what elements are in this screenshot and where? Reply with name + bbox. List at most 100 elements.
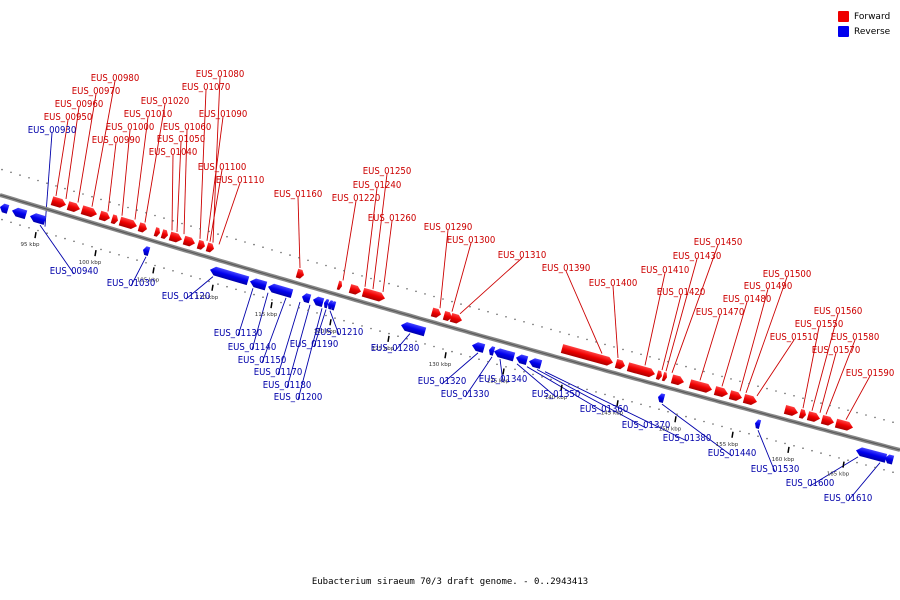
scale-dot	[892, 471, 894, 474]
scale-dot	[415, 290, 417, 293]
scale-dot	[154, 214, 156, 217]
leader-line	[237, 288, 254, 337]
scale-dot	[874, 416, 876, 419]
leader-line	[372, 173, 388, 290]
scale-dot	[757, 435, 759, 438]
gene-shape	[331, 301, 337, 311]
kbp-tick-mark	[94, 249, 97, 257]
scale-dot	[397, 335, 399, 338]
leader-line	[671, 244, 719, 373]
legend: Forward Reverse	[838, 9, 890, 39]
leader-line	[364, 187, 378, 287]
scale-dot	[640, 403, 642, 406]
reverse-gene-arrow	[313, 296, 325, 308]
scale-dot	[199, 228, 201, 230]
scale-dot	[865, 414, 867, 416]
gene-label: EUS_01070	[182, 82, 231, 93]
scale-dot	[622, 398, 624, 401]
kbp-tick-mark	[674, 416, 677, 423]
kbp-tick-label: 95 kbp	[21, 242, 40, 248]
reverse-gene-arrow	[494, 348, 516, 362]
gene-label: EUS_01210	[315, 327, 364, 338]
scale-dot	[208, 280, 210, 283]
gene-label: EUS_01590	[846, 368, 895, 379]
forward-gene-arrow	[713, 386, 728, 398]
legend-reverse: Reverse	[838, 24, 890, 39]
forward-gene-arrow	[336, 280, 342, 291]
scale-dot	[505, 366, 507, 368]
gene-label: EUS_01470	[696, 307, 745, 318]
leader-line	[44, 132, 53, 227]
forward-gene-arrow	[670, 374, 685, 386]
leader-line	[313, 309, 327, 348]
scale-dot	[109, 201, 111, 203]
scale-dot	[532, 323, 534, 326]
scale-dot	[784, 392, 786, 395]
leader-line	[644, 272, 666, 366]
gene-label: EUS_01250	[363, 166, 412, 177]
scale-dot	[883, 419, 885, 421]
scale-dot	[739, 430, 741, 433]
scale-dot	[721, 375, 723, 378]
leader-line	[55, 119, 69, 196]
gene-label: EUS_01290	[424, 222, 473, 233]
reverse-swatch	[838, 26, 849, 37]
genome-backbone	[0, 193, 900, 452]
scale-dot	[217, 233, 219, 235]
scale-dot	[163, 217, 165, 219]
scale-dot	[820, 452, 822, 454]
reverse-gene-arrow	[302, 293, 312, 304]
leader-line	[544, 371, 688, 442]
forward-gene-arrow	[160, 229, 168, 239]
gene-label: EUS_01360	[580, 404, 629, 415]
gene-shape	[489, 346, 496, 356]
leader-line	[297, 196, 301, 269]
leader-line	[665, 258, 698, 372]
kbp-tick-mark	[502, 368, 505, 375]
gene-shape	[798, 409, 807, 419]
scale-dot	[550, 328, 552, 331]
leader-line	[261, 297, 287, 364]
scale-dot	[280, 251, 282, 254]
scale-dot	[136, 259, 138, 261]
forward-gene-arrow	[196, 239, 206, 250]
leader-line	[745, 276, 788, 394]
scale-dot	[568, 333, 570, 336]
scale-dot	[676, 413, 678, 416]
scale-dot	[604, 393, 606, 396]
scale-dot	[892, 421, 894, 424]
forward-gene-arrow	[688, 379, 712, 393]
reverse-gene-arrow	[250, 278, 268, 291]
forward-gene-arrow	[295, 268, 305, 279]
scale-dot	[757, 385, 759, 388]
leader-line	[39, 224, 75, 275]
reverse-gene-arrow	[755, 419, 762, 429]
forward-gene-arrow	[205, 242, 215, 253]
scale-dot	[487, 360, 489, 363]
leader-line	[845, 375, 871, 420]
leader-line	[183, 129, 188, 235]
scale-dot	[613, 396, 615, 398]
scale-dot	[838, 457, 840, 459]
leader-line	[499, 359, 504, 383]
scale-dot	[244, 241, 246, 243]
scale-dot	[361, 275, 363, 277]
scale-dot	[82, 243, 84, 245]
scale-dot	[307, 259, 309, 262]
gene-shape	[98, 210, 110, 222]
forward-gene-arrow	[66, 201, 81, 212]
gene-label: EUS_01220	[332, 193, 381, 204]
scale-dot	[694, 368, 696, 370]
scale-dot	[856, 461, 858, 464]
label-leader-lines	[39, 76, 881, 502]
leader-line	[206, 116, 224, 241]
scale-dot	[559, 331, 561, 333]
scale-dot	[775, 440, 777, 442]
scale-dot	[127, 206, 129, 209]
kbp-tick-label: 100 kbp	[79, 260, 102, 266]
gene-label: EUS_01030	[107, 278, 156, 289]
gene-shape	[118, 216, 138, 230]
leader-line	[121, 129, 131, 216]
gene-shape	[783, 405, 799, 416]
